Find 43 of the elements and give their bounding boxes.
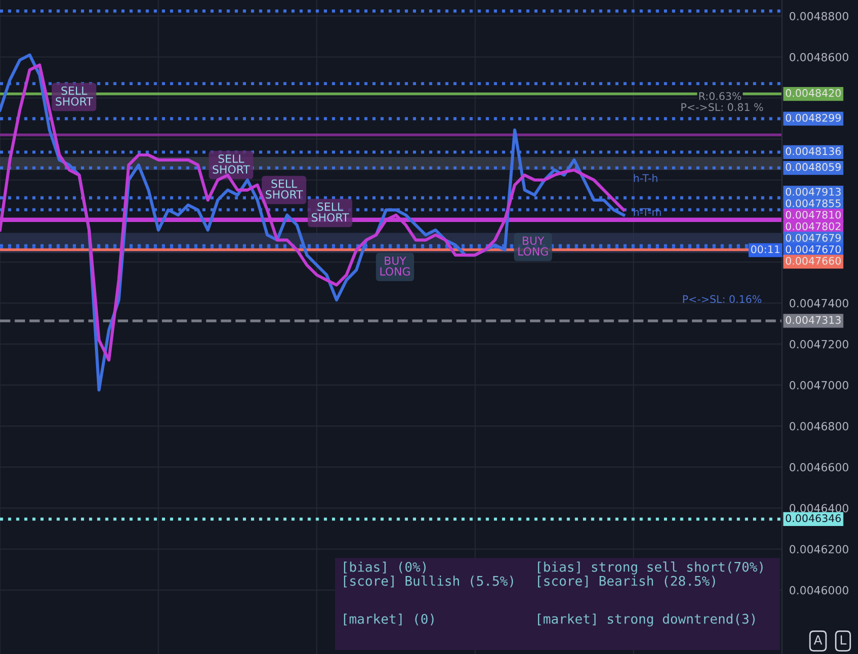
annotation: [score] Bearish (28.5%) <box>538 576 715 588</box>
y-tick-label: 0.0046600 <box>790 463 848 472</box>
ref-line-label: 0.0047810 <box>786 210 841 219</box>
y-tick-label: 0.0047400 <box>790 298 848 308</box>
annotation: SELL SHORT <box>312 202 349 222</box>
ref-line-label: 0.0047802 <box>786 222 840 230</box>
ref-line-label: 0.0047855 <box>786 199 841 208</box>
annotation: [score] Bullish (5.5%) <box>344 576 514 588</box>
annotation: [bias] (0%) <box>344 562 426 574</box>
annotation: h-T-h <box>634 174 658 182</box>
ref-line-label: 0.0048420 <box>786 89 841 97</box>
ref-line-label: 0.0048136 <box>786 147 841 156</box>
y-tick-label: 0.0046200 <box>790 545 848 554</box>
ref-line-label: 0.0047313 <box>786 316 841 324</box>
text: L <box>840 635 846 644</box>
y-tick-label: 0.0046800 <box>790 422 848 430</box>
annotation: SELL SHORT <box>212 154 250 174</box>
ref-line-label: 0.0046346 <box>786 514 841 522</box>
annotation: [market] (0) <box>344 614 434 626</box>
annotation: h-T-m <box>634 208 661 216</box>
y-tick-label: 0.0048600 <box>790 52 848 62</box>
ref-line-label: 0.0047913 <box>786 188 841 196</box>
ref-line-label: 0.0048299 <box>786 114 841 122</box>
ref-line-label: 0.0047679 <box>786 234 841 242</box>
annotation: 00:11 <box>751 245 780 254</box>
ref-line-label: 0.0047670 <box>786 245 841 254</box>
y-tick-label: 0.0047000 <box>790 380 848 390</box>
y-tick-label: 0.0048800 <box>790 12 848 20</box>
y-tick-label: 0.0046400 <box>790 504 848 512</box>
annotation: [market] strong downtrend(3) <box>538 614 755 626</box>
annotation: BUY LONG <box>518 236 548 256</box>
y-tick-label: 0.0047200 <box>790 340 848 348</box>
annotation: SELL SHORT <box>266 179 303 199</box>
text: A <box>814 635 822 644</box>
annotation: SELL SHORT <box>56 86 93 106</box>
ref-line-label: 0.0048059 <box>786 163 841 171</box>
annotation: P<->SL: 0.16% <box>683 295 762 304</box>
annotation: [bias] strong sell short(70%) <box>538 562 763 574</box>
y-tick-label: 0.0046000 <box>790 586 848 594</box>
ref-line-label: 0.0047660 <box>786 256 841 265</box>
annotation: BUY LONG <box>380 256 410 276</box>
annotation: R:0.63% <box>699 92 742 100</box>
annotation: P<->SL: 0.81 % <box>681 103 763 112</box>
